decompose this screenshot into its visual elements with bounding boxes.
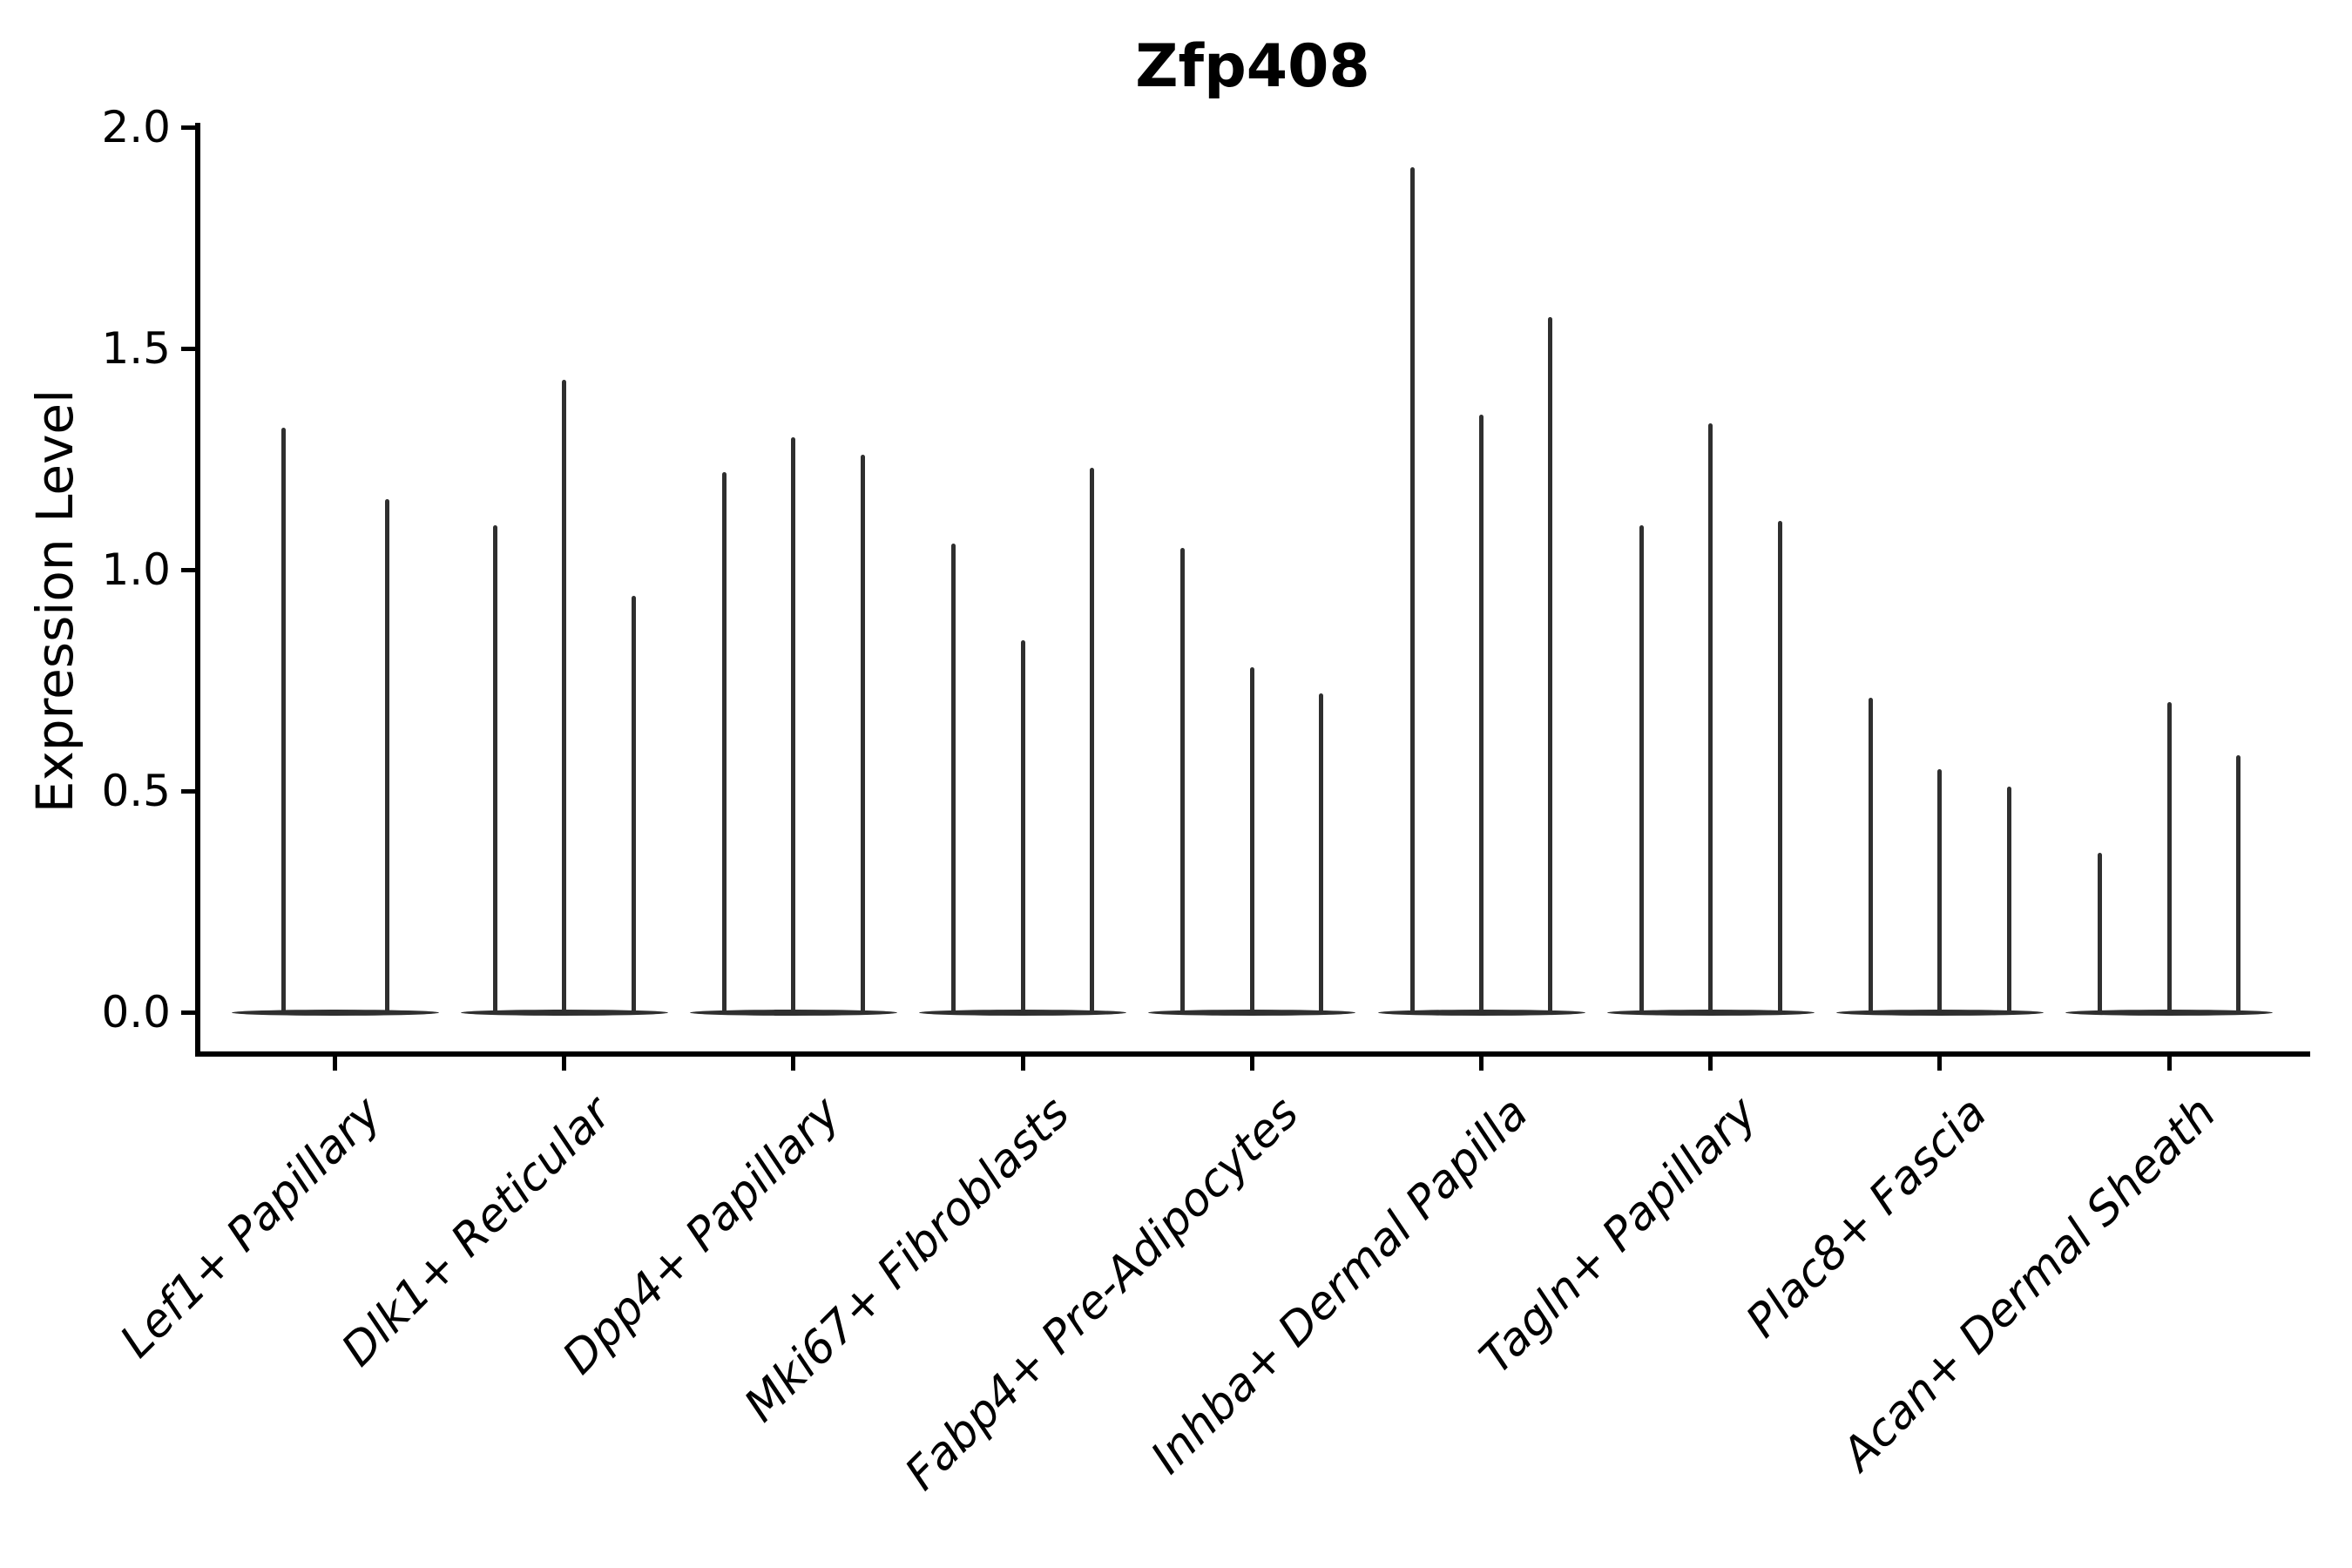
violin-spike	[791, 436, 796, 1014]
y-tick-label: 1.0	[101, 544, 171, 595]
y-axis-label: Expression Level	[25, 389, 84, 814]
violin-spike	[860, 454, 865, 1014]
x-axis-spine	[195, 1051, 2310, 1057]
x-tick-mark	[1249, 1057, 1254, 1071]
violin-spike	[1639, 525, 1644, 1014]
y-axis-spine	[195, 123, 200, 1057]
violin-spike	[2098, 853, 2103, 1014]
violin-spike	[1777, 521, 1782, 1014]
violin-spike	[2235, 755, 2240, 1014]
chart-title: Zfp408	[1135, 32, 1370, 101]
violin-spike	[2006, 786, 2011, 1014]
violin-spike	[631, 596, 636, 1014]
x-tick-mark	[562, 1057, 567, 1071]
x-category-label: Inhba+ Dermal Papilla	[1141, 1086, 1538, 1484]
violin-spike	[1548, 317, 1553, 1014]
x-category-label: Acan+ Dermal Sheath	[1832, 1086, 2227, 1481]
y-tick-label: 0.0	[101, 987, 171, 1037]
violin-spike	[280, 428, 286, 1014]
x-tick-mark	[1937, 1057, 1943, 1071]
violin-spike	[492, 525, 497, 1014]
x-category-label: Plac8+ Fascia	[1735, 1086, 1997, 1348]
violin-spike	[562, 379, 567, 1014]
violin-spike	[1869, 698, 1874, 1014]
violin-base	[231, 1009, 439, 1016]
y-tick-mark	[181, 125, 195, 130]
violin-spike	[1180, 547, 1186, 1014]
y-tick-mark	[181, 567, 195, 572]
x-tick-mark	[791, 1057, 796, 1071]
x-tick-mark	[2166, 1057, 2172, 1071]
violin-spike	[722, 472, 727, 1014]
violin-spike	[951, 543, 956, 1014]
violin-spike	[1479, 415, 1484, 1014]
y-tick-label: 0.5	[101, 766, 171, 816]
y-tick-mark	[181, 346, 195, 351]
x-tick-mark	[333, 1057, 337, 1071]
violin-spike	[1089, 468, 1094, 1014]
y-tick-label: 2.0	[101, 102, 171, 152]
y-tick-label: 1.5	[101, 323, 171, 374]
violin-spike	[1020, 640, 1025, 1014]
x-tick-mark	[1020, 1057, 1025, 1071]
violin-spike	[1708, 423, 1713, 1014]
violin-spike	[2166, 702, 2172, 1014]
violin-spike	[1319, 693, 1324, 1014]
violin-spike	[1249, 666, 1254, 1014]
x-tick-mark	[1479, 1057, 1484, 1071]
violin-spike	[1409, 166, 1415, 1014]
y-tick-mark	[181, 788, 195, 794]
violin-spike	[1937, 768, 1943, 1014]
x-category-label: Fabp4+ Pre-Adipocytes	[896, 1086, 1309, 1501]
violin-spike	[384, 498, 389, 1014]
y-tick-mark	[181, 1010, 195, 1015]
x-tick-mark	[1708, 1057, 1713, 1071]
